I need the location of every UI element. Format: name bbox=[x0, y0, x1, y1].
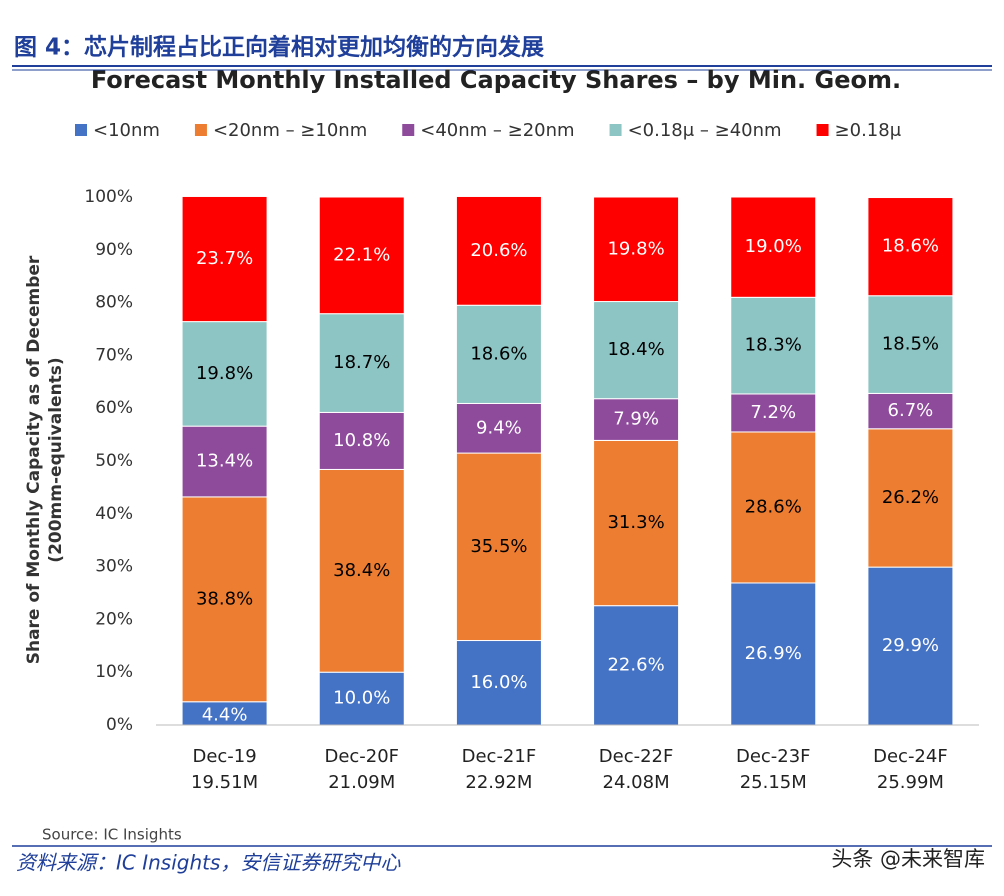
data-label: 28.6% bbox=[745, 496, 802, 517]
bar-segment bbox=[730, 582, 817, 726]
legend-swatch bbox=[75, 124, 87, 136]
bar-segment bbox=[730, 393, 817, 433]
x-tick-sublabel: 24.08M bbox=[603, 772, 670, 793]
bar-segment bbox=[181, 321, 268, 427]
x-tick-sublabel: 19.51M bbox=[191, 772, 258, 793]
y-axis-label: (200mm-equivalents) bbox=[46, 357, 66, 562]
bar-segment bbox=[867, 428, 954, 568]
footer-source: 资料来源：IC Insights，安信证券研究中心 bbox=[16, 851, 401, 875]
data-label: 18.6% bbox=[470, 343, 527, 364]
data-label: 10.0% bbox=[333, 688, 390, 709]
chart-title: Forecast Monthly Installed Capacity Shar… bbox=[91, 66, 901, 94]
data-label: 26.2% bbox=[882, 487, 939, 508]
bar-segment bbox=[730, 431, 817, 584]
y-tick-label: 0% bbox=[106, 715, 133, 735]
bar-segment bbox=[867, 566, 954, 726]
data-label: 6.7% bbox=[888, 400, 934, 421]
y-tick-label: 100% bbox=[84, 187, 133, 207]
data-label: 38.8% bbox=[196, 588, 253, 609]
y-tick-label: 40% bbox=[95, 504, 133, 524]
bar-segment bbox=[318, 671, 405, 726]
bar-segment bbox=[181, 195, 268, 323]
y-tick-label: 80% bbox=[95, 293, 133, 313]
y-tick-label: 90% bbox=[95, 240, 133, 260]
data-label: 29.9% bbox=[882, 635, 939, 656]
bar-segment bbox=[593, 439, 680, 607]
figure-title: 图 4：芯片制程占比正向着相对更加均衡的方向发展 bbox=[14, 34, 544, 61]
x-tick-sublabel: 21.09M bbox=[328, 772, 395, 793]
bar-segment bbox=[455, 452, 542, 642]
bar-segment bbox=[455, 640, 542, 726]
y-tick-label: 30% bbox=[95, 557, 133, 577]
legend-label: <40nm – ≥20nm bbox=[420, 120, 574, 141]
bar-segment bbox=[318, 196, 405, 315]
data-label: 22.6% bbox=[607, 654, 664, 675]
x-tick-label: Dec-21F bbox=[462, 746, 537, 767]
bar-segment bbox=[181, 496, 268, 703]
y-tick-label: 60% bbox=[95, 398, 133, 418]
chart-source: Source: IC Insights bbox=[42, 826, 182, 844]
data-label: 4.4% bbox=[202, 704, 248, 725]
data-label: 18.3% bbox=[745, 335, 802, 356]
bar-segment bbox=[593, 196, 680, 303]
x-tick-label: Dec-24F bbox=[873, 746, 948, 767]
legend-label: <10nm bbox=[93, 120, 160, 141]
data-label: 18.5% bbox=[882, 334, 939, 355]
bar-segment bbox=[867, 197, 954, 297]
data-label: 9.4% bbox=[476, 417, 522, 438]
bar-segment bbox=[455, 304, 542, 404]
legend-swatch bbox=[609, 124, 622, 136]
legend-swatch bbox=[194, 124, 207, 136]
bar-segment bbox=[593, 605, 680, 726]
legend-swatch bbox=[402, 124, 415, 136]
y-tick-label: 10% bbox=[95, 662, 133, 682]
y-axis-label: Share of Monthly Capacity as of December bbox=[24, 255, 44, 664]
legend-label: <20nm – ≥10nm bbox=[213, 120, 367, 141]
x-tick-sublabel: 22.92M bbox=[465, 772, 532, 793]
bar-segment bbox=[593, 398, 680, 441]
data-label: 20.6% bbox=[470, 240, 527, 261]
data-label: 35.5% bbox=[470, 536, 527, 557]
data-label: 13.4% bbox=[196, 451, 253, 472]
data-label: 23.7% bbox=[196, 248, 253, 269]
watermark: 头条 @未来智库 bbox=[831, 847, 985, 871]
data-label: 18.7% bbox=[333, 352, 390, 373]
data-label: 18.6% bbox=[882, 236, 939, 257]
x-tick-label: Dec-22F bbox=[599, 746, 674, 767]
bar-segment bbox=[730, 196, 817, 298]
y-tick-label: 20% bbox=[95, 609, 133, 629]
x-tick-sublabel: 25.99M bbox=[877, 772, 944, 793]
x-tick-label: Dec-23F bbox=[736, 746, 811, 767]
data-label: 38.4% bbox=[333, 560, 390, 581]
data-label: 19.8% bbox=[196, 363, 253, 384]
data-label: 18.4% bbox=[607, 339, 664, 360]
data-label: 19.0% bbox=[745, 236, 802, 257]
bar-segment bbox=[318, 411, 405, 470]
bar-segment bbox=[318, 313, 405, 413]
bar-segment bbox=[455, 402, 542, 454]
legend-label: ≥0.18μ bbox=[835, 120, 902, 141]
y-tick-label: 70% bbox=[95, 345, 133, 365]
data-label: 10.8% bbox=[333, 430, 390, 451]
data-label: 22.1% bbox=[333, 244, 390, 265]
legend-swatch bbox=[816, 124, 829, 136]
x-tick-label: Dec-19 bbox=[192, 746, 256, 767]
bar-segment bbox=[181, 425, 268, 498]
data-label: 7.9% bbox=[613, 409, 659, 430]
data-label: 19.8% bbox=[607, 238, 664, 259]
data-label: 31.3% bbox=[607, 512, 664, 533]
x-tick-label: Dec-20F bbox=[324, 746, 399, 767]
bar-segment bbox=[455, 195, 542, 306]
y-tick-label: 50% bbox=[95, 451, 133, 471]
bar-segment bbox=[867, 295, 954, 394]
x-tick-sublabel: 25.15M bbox=[740, 772, 807, 793]
bar-segment bbox=[730, 296, 817, 395]
legend-label: <0.18μ – ≥40nm bbox=[628, 120, 782, 141]
data-label: 7.2% bbox=[750, 402, 796, 423]
data-label: 26.9% bbox=[745, 643, 802, 664]
data-label: 16.0% bbox=[470, 672, 527, 693]
bar-segment bbox=[318, 468, 405, 673]
